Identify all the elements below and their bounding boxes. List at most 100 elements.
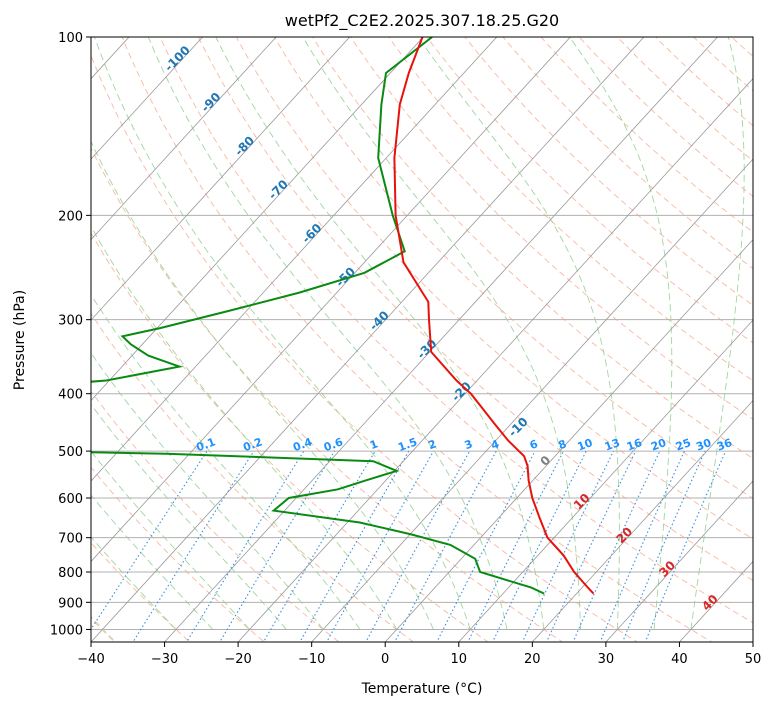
- isotherm-line: [91, 37, 204, 160]
- dry-adiabat-line: [426, 37, 753, 344]
- mixing-ratio-label: 1.5: [396, 435, 419, 454]
- y-tick-label: 800: [58, 566, 83, 581]
- x-tick-label: 40: [671, 652, 688, 667]
- isotherm-line: [237, 78, 753, 642]
- mixing-ratio-line: [132, 450, 255, 642]
- mixing-ratio-label: 0.1: [195, 435, 218, 454]
- plot-frame: [90, 36, 754, 643]
- isotherm-line: [91, 37, 277, 241]
- x-axis-ticks: −40 −30 −20 −10 0 10 20 30 40 50: [77, 642, 761, 667]
- mixing-ratio-label: 2: [426, 437, 438, 452]
- isotherm-line: [311, 158, 753, 642]
- x-tick-label: −40: [77, 652, 104, 667]
- mixing-ratio-label: 4: [489, 437, 501, 452]
- dry-adiabat-line: [312, 37, 753, 459]
- mixing-ratio-line: [262, 450, 376, 642]
- dry-adiabat-line: [540, 37, 753, 233]
- y-tick-label: 900: [58, 596, 83, 611]
- moist-adiabat-line: [91, 450, 250, 630]
- y-tick-label: 700: [58, 532, 83, 547]
- mixing-ratio-label: 16: [625, 436, 644, 454]
- dry-adiabat-line: [91, 232, 489, 642]
- mixing-ratio-label: 6: [528, 437, 540, 452]
- moist-adiabat-line: [91, 403, 287, 630]
- isotherm-line: [91, 37, 424, 402]
- dry-adiabat-line: [91, 541, 191, 642]
- x-tick-label: 30: [598, 652, 615, 667]
- isotherm-line: [531, 399, 753, 642]
- moist-adiabat-line: [91, 494, 214, 630]
- mixing-ratio-line: [644, 450, 727, 642]
- dry-adiabat-line: [578, 37, 753, 197]
- mixing-ratio-label: 36: [715, 436, 734, 454]
- moist-adiabat-line: [91, 140, 434, 630]
- x-tick-label: 10: [451, 652, 468, 667]
- dry-adiabat-line: [159, 37, 753, 624]
- mixing-ratio-line: [219, 450, 336, 642]
- moist-adiabat-line: [91, 352, 324, 630]
- x-tick-label: −20: [224, 652, 251, 667]
- moist-adiabat-line: [91, 536, 177, 630]
- y-tick-label: 600: [58, 492, 83, 507]
- mixing-ratio-label: 0.4: [291, 435, 314, 454]
- isotherm-line: [91, 37, 571, 563]
- y-tick-label: 100: [58, 31, 83, 46]
- mixing-ratio-label: 0.2: [241, 435, 264, 454]
- mixing-ratio-label: 8: [557, 437, 569, 452]
- isotherm-line: [458, 319, 753, 642]
- x-tick-label: −30: [151, 652, 178, 667]
- y-tick-label: 300: [58, 314, 83, 329]
- y-tick-label: 500: [58, 445, 83, 460]
- dry-adiabat-line: [388, 37, 753, 382]
- y-tick-label: 200: [58, 209, 83, 224]
- chart-title: wetPf2_C2E2.2025.307.18.25.G20: [285, 11, 559, 31]
- mixing-ratio-line: [299, 450, 410, 642]
- x-tick-label: 0: [381, 652, 389, 667]
- y-axis-label: Pressure (hPa): [12, 290, 28, 390]
- isotherms: [91, 37, 753, 642]
- isotherm-line: [91, 37, 645, 642]
- moist-adiabat-line: [302, 37, 582, 630]
- isotherm-line: [164, 37, 719, 642]
- isotherm-line: [91, 37, 351, 321]
- x-tick-label: 20: [524, 652, 541, 667]
- mixing-ratio-label: 25: [674, 436, 693, 453]
- isotherm-line: [605, 480, 753, 642]
- isotherm-line: [91, 37, 498, 482]
- x-tick-label: 50: [745, 652, 762, 667]
- y-tick-label: 1000: [50, 623, 83, 638]
- mixing-ratio-label: 20: [649, 436, 668, 454]
- moist-adiabat-line: [569, 37, 673, 630]
- moist-adiabat-line: [147, 37, 508, 630]
- mixing-ratio-line: [394, 450, 497, 642]
- temperature-line: [393, 37, 595, 595]
- y-axis-ticks: 100 200 300 400 500 600 700 800 900 1000: [50, 31, 91, 638]
- x-axis-label: Temperature (°C): [361, 681, 483, 697]
- dry-adiabat-line: [91, 312, 415, 642]
- mixing-ratio-label: 10: [576, 436, 595, 454]
- mixing-ratio-line: [185, 450, 305, 642]
- dry-adiabat-line: [121, 37, 713, 642]
- dry-adiabat-line: [91, 390, 340, 642]
- dry-adiabat-line: [502, 37, 753, 270]
- mixing-ratio-label: 0.6: [322, 435, 345, 454]
- moist-adiabat-line: [94, 37, 471, 630]
- moist-adiabat-line: [215, 37, 545, 630]
- mixing-ratio-line: [326, 450, 434, 642]
- mixing-ratio-line: [622, 450, 706, 642]
- dry-adiabat-line: [654, 37, 753, 127]
- mixing-ratio-line: [599, 450, 685, 642]
- dry-adiabat-line: [197, 37, 753, 581]
- isotherm-line: [384, 238, 753, 642]
- mixing-ratio-label: 30: [694, 436, 713, 454]
- moist-adiabat-line: [690, 37, 745, 630]
- mixing-ratio-label: 1: [368, 437, 380, 452]
- y-tick-label: 400: [58, 388, 83, 403]
- dewpoint-line: [91, 37, 545, 595]
- mixing-ratio-label: 13: [603, 436, 622, 453]
- moist-adiabat-line: [91, 293, 361, 630]
- x-tick-label: −10: [298, 652, 325, 667]
- moist-adiabat-line: [91, 225, 398, 630]
- plot-area: [91, 37, 753, 642]
